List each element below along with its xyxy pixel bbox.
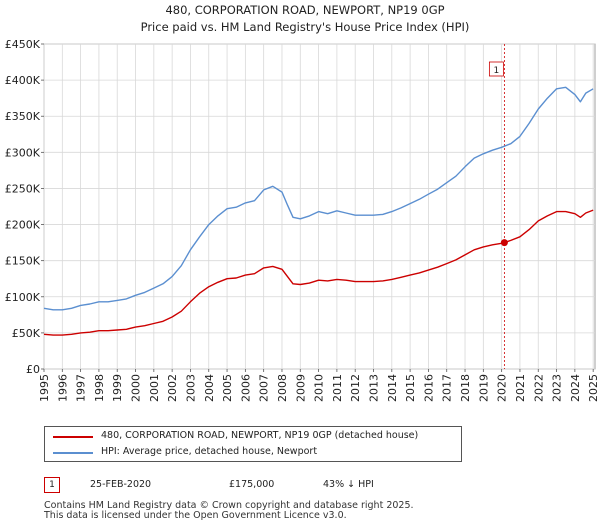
x-tick-label: 2021	[514, 374, 527, 402]
x-tick-label: 2012	[349, 374, 362, 402]
x-tick-label: 1999	[111, 374, 124, 402]
x-tick-label: 2002	[166, 374, 179, 402]
sale-marker-label: 1	[494, 66, 500, 76]
y-tick-label: £400K	[5, 74, 41, 87]
x-tick-label: 2025	[587, 374, 600, 402]
x-tick-label: 2003	[184, 374, 197, 402]
y-tick-label: £350K	[5, 110, 41, 123]
x-tick-label: 1997	[75, 374, 88, 402]
x-tick-label: 2018	[459, 374, 472, 402]
y-tick-label: £200K	[5, 219, 41, 232]
price-chart: 480, CORPORATION ROAD, NEWPORT, NP19 0GP…	[5, 3, 600, 402]
x-tick-label: 2015	[404, 374, 417, 402]
x-tick-label: 2006	[239, 374, 252, 402]
legend-swatch-price-paid	[53, 436, 93, 438]
x-tick-label: 2009	[294, 374, 307, 402]
x-tick-label: 2008	[276, 374, 289, 402]
footer-licence: This data is licensed under the Open Gov…	[44, 510, 347, 521]
chart-subtitle: Price paid vs. HM Land Registry's House …	[141, 20, 470, 34]
y-tick-label: £150K	[5, 255, 41, 268]
sale-row: 1 25-FEB-2020 £175,000 43% ↓ HPI	[44, 477, 544, 493]
marker-layer: 1	[488, 61, 508, 247]
y-tick-label: £450K	[5, 38, 41, 51]
footer: Contains HM Land Registry data © Crown c…	[44, 501, 584, 521]
x-tick-label: 2010	[313, 374, 326, 402]
footer-copyright: Contains HM Land Registry data © Crown c…	[44, 500, 414, 511]
x-tick-label: 2016	[422, 374, 435, 402]
legend-swatch-hpi	[53, 452, 93, 454]
chart-title: 480, CORPORATION ROAD, NEWPORT, NP19 0GP	[165, 3, 444, 17]
x-tick-label: 2024	[569, 374, 582, 402]
y-tick-label: £100K	[5, 291, 41, 304]
y-axis: £0 £50K £100K £150K £200K £250K £300K £350K £400…	[5, 38, 44, 376]
x-tick-label: 2005	[221, 374, 234, 402]
x-tick-label: 2017	[441, 374, 454, 402]
legend: 480, CORPORATION ROAD, NEWPORT, NP19 0GP…	[44, 426, 462, 462]
x-tick-label: 2007	[258, 374, 271, 402]
x-tick-label: 2022	[532, 374, 545, 402]
x-tick-label: 2004	[203, 374, 216, 402]
x-tick-label: 2019	[477, 374, 490, 402]
grid	[43, 43, 595, 370]
x-tick-label: 2013	[368, 374, 381, 402]
x-tick-label: 1995	[38, 374, 51, 402]
x-tick-label: 2020	[496, 374, 509, 402]
legend-label-price-paid: 480, CORPORATION ROAD, NEWPORT, NP19 0GP…	[101, 430, 419, 441]
sale-badge: 1	[44, 477, 60, 493]
sale-hpi-comparison: 43% ↓ HPI	[323, 479, 374, 490]
y-tick-label: £250K	[5, 182, 41, 195]
x-tick-label: 2000	[130, 374, 143, 402]
legend-label-hpi: HPI: Average price, detached house, Newp…	[101, 446, 318, 457]
x-tick-label: 2011	[331, 374, 344, 402]
x-tick-label: 1996	[56, 374, 69, 402]
sale-price: £175,000	[229, 479, 275, 490]
y-tick-label: £0	[26, 363, 40, 376]
sale-date: 25-FEB-2020	[90, 479, 152, 490]
x-tick-label: 2014	[386, 374, 399, 402]
x-tick-label: 2001	[148, 374, 161, 402]
plot-area	[43, 43, 596, 370]
sale-marker-box	[488, 61, 504, 77]
y-tick-label: £50K	[12, 327, 41, 340]
hpi-line	[43, 86, 594, 311]
sale-marker-point	[500, 239, 508, 247]
x-axis: 1995 1996 1997 1998 1999 2000 2001 2002 2003 2004…	[38, 369, 600, 402]
x-tick-label: 1998	[93, 374, 106, 402]
x-tick-label: 2023	[551, 374, 564, 402]
y-tick-label: £300K	[5, 146, 41, 159]
